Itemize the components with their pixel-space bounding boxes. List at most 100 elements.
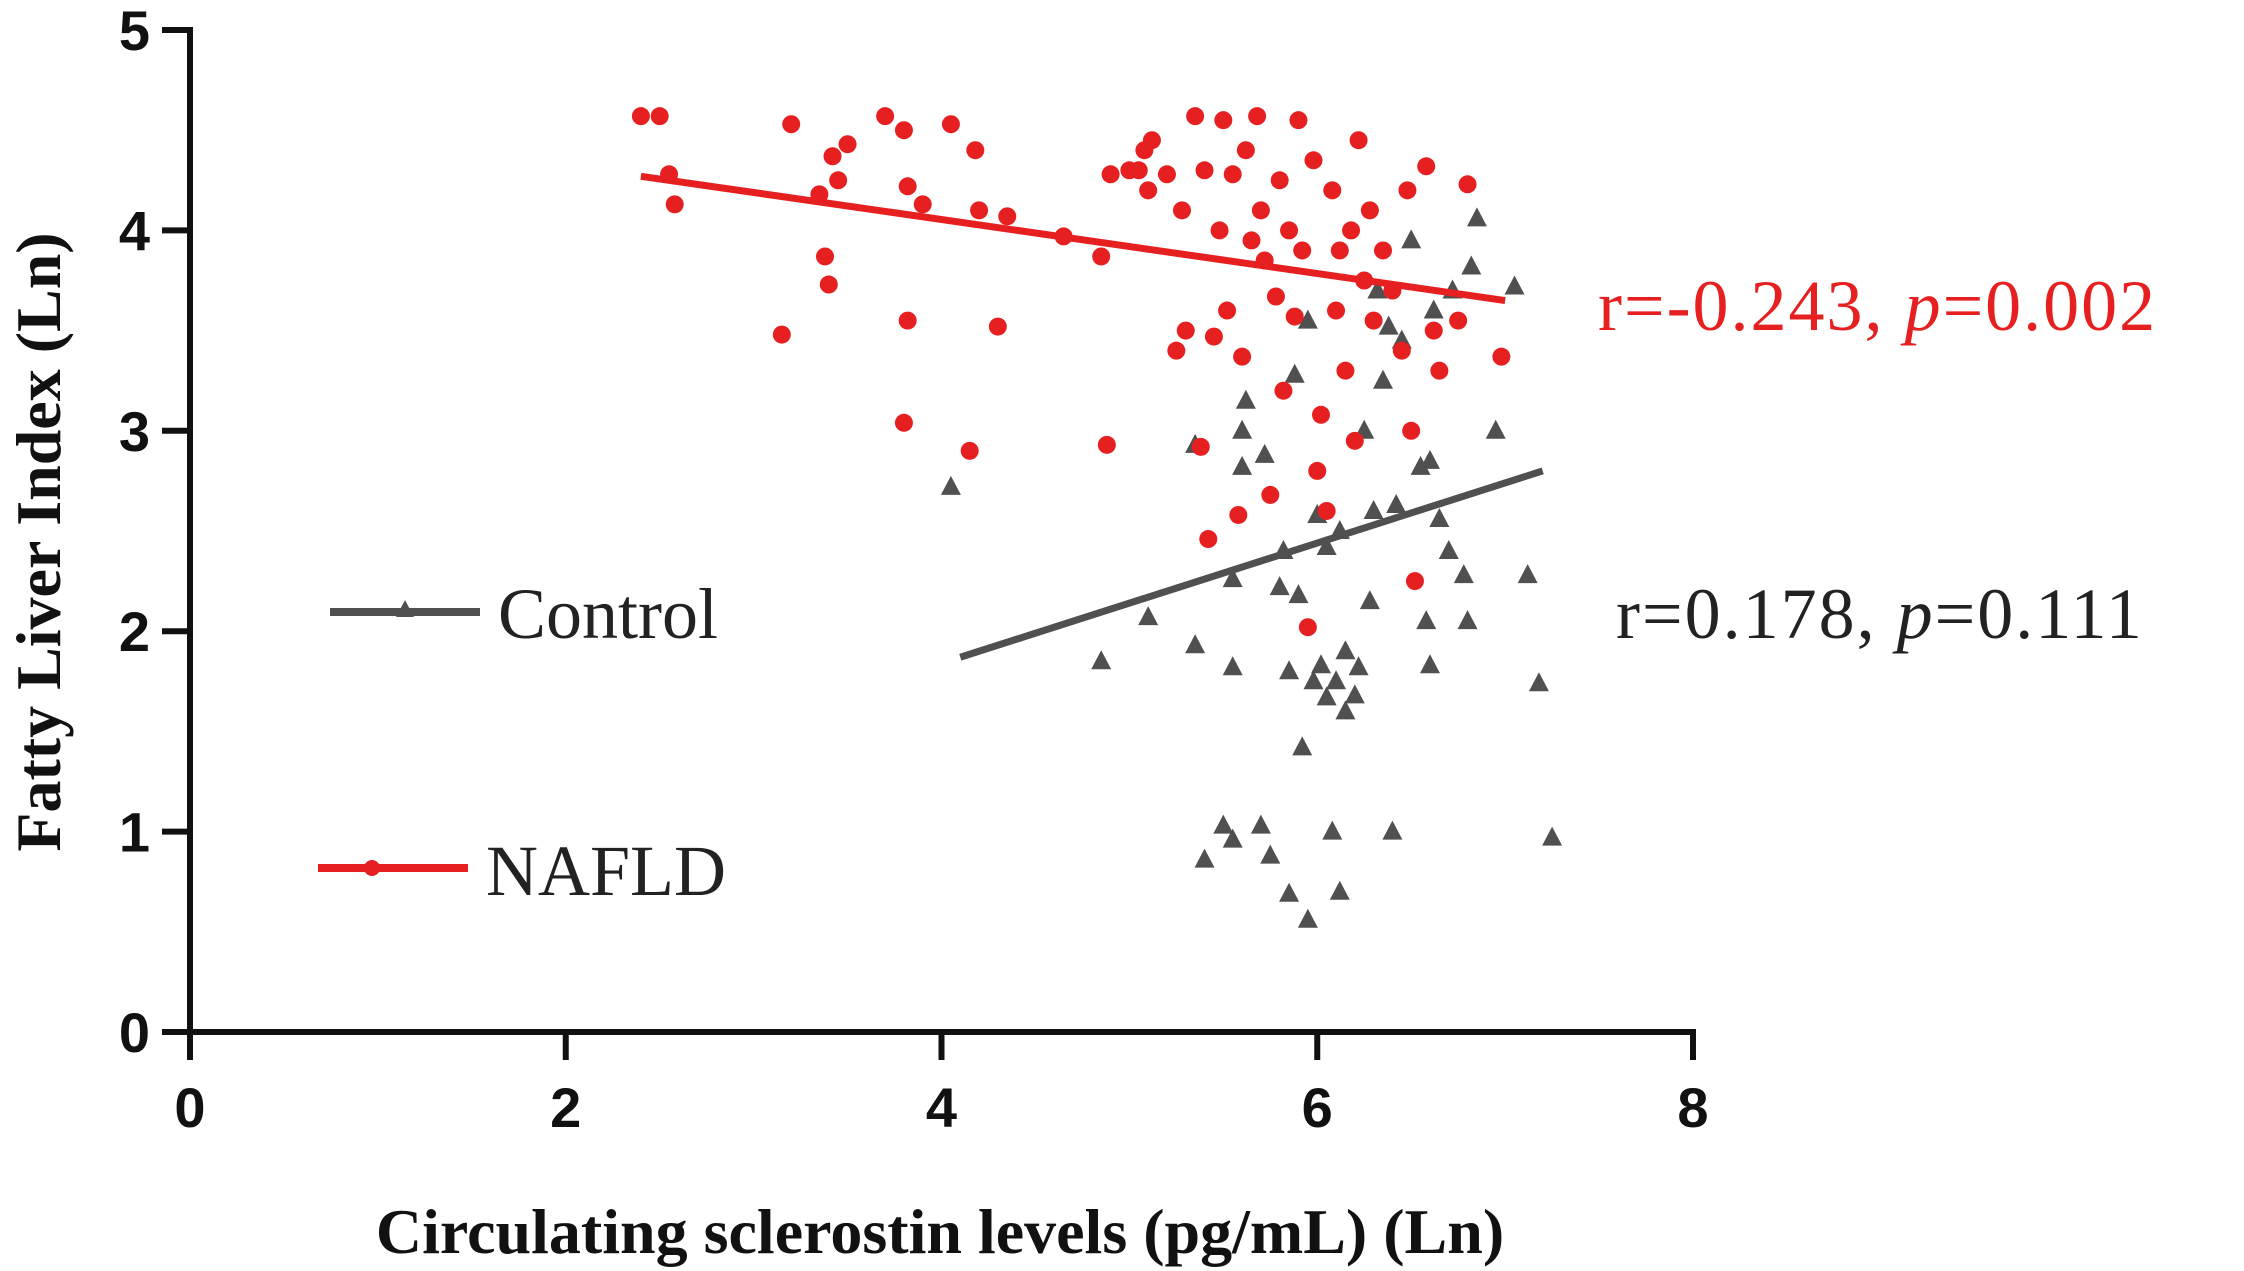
series-nafld (631, 107, 1511, 637)
nafld-point (1449, 311, 1468, 330)
control-point (1504, 275, 1525, 295)
control-point (1453, 564, 1474, 584)
control-point (1213, 814, 1234, 834)
nafld-point (1157, 165, 1176, 184)
control-point (1250, 814, 1271, 834)
nafld-point (816, 247, 835, 266)
nafld-point (998, 207, 1017, 226)
control-point (1367, 279, 1388, 299)
nafld-regression-line (640, 172, 1506, 305)
nafld-point (1374, 241, 1393, 260)
control-point (1232, 419, 1253, 439)
nafld-point (838, 135, 857, 154)
nafld-point (1139, 181, 1158, 200)
nafld-point (782, 115, 801, 134)
control-point (1288, 584, 1309, 604)
control-point (1138, 606, 1159, 626)
nafld-point (876, 107, 895, 126)
nafld-point (898, 311, 917, 330)
control-point (1311, 654, 1332, 674)
nafld-point (1289, 111, 1308, 130)
control-point (1344, 684, 1365, 704)
nafld-point (1293, 241, 1312, 260)
nafld-point (1167, 341, 1186, 360)
nafld-point (1285, 307, 1304, 326)
y-tick-label: 2 (119, 600, 150, 663)
nafld-point (1392, 341, 1411, 360)
control-point (1260, 844, 1281, 864)
nafld-point (1242, 231, 1261, 250)
legend-nafld-label: NAFLD (486, 831, 726, 911)
control-point (1322, 820, 1343, 840)
y-tick-label: 0 (119, 1001, 150, 1064)
nafld-point (894, 121, 913, 140)
nafld-point (1405, 572, 1424, 591)
nafld-point (1317, 501, 1336, 520)
nafld-point (894, 413, 913, 432)
nafld-point (1304, 151, 1323, 170)
nafld-point (960, 441, 979, 460)
nafld-point (1204, 327, 1223, 346)
nafld-point (1210, 221, 1229, 240)
nafld-point (829, 171, 848, 190)
legend-control-label: Control (498, 574, 718, 654)
legend-control-marker (396, 600, 414, 617)
nafld-point (1214, 111, 1233, 130)
control-point (1326, 670, 1347, 690)
nafld-r-value: r=-0.243, (1598, 266, 1905, 346)
control-point (1316, 686, 1337, 706)
y-axis-title: Fatty Liver Index (Ln) (3, 232, 74, 851)
x-tick-label: 6 (1302, 1076, 1333, 1139)
control-point (940, 475, 961, 495)
nafld-point (823, 147, 842, 166)
nafld-point (1424, 321, 1443, 340)
nafld-point (1218, 301, 1237, 320)
control-point (1269, 576, 1290, 596)
control-point (1348, 656, 1369, 676)
nafld-point (1266, 287, 1285, 306)
control-point (1438, 540, 1459, 560)
nafld-point (988, 317, 1007, 336)
control-point (1359, 590, 1380, 610)
nafld-point (650, 107, 669, 126)
nafld-point (1092, 247, 1111, 266)
control-point (1373, 369, 1394, 389)
control-point (1303, 670, 1324, 690)
nafld-point (1176, 321, 1195, 340)
legend-item-nafld: NAFLD (318, 831, 726, 911)
nafld-point (1229, 505, 1248, 524)
nafld-point (1191, 437, 1210, 456)
nafld-point (941, 115, 960, 134)
nafld-point (819, 275, 838, 294)
control-point (1423, 299, 1444, 319)
control-point (1528, 672, 1549, 692)
nafld-point (1129, 161, 1148, 180)
control-point (1457, 610, 1478, 630)
control-point (1284, 363, 1305, 383)
control-point (1185, 634, 1206, 654)
nafld-point (1280, 221, 1299, 240)
nafld-point (1323, 181, 1342, 200)
control-point (1363, 499, 1384, 519)
nafld-point (1364, 311, 1383, 330)
nafld-point (1236, 141, 1255, 160)
control-point (1419, 654, 1440, 674)
series-layer (631, 107, 1563, 928)
control-point (1279, 882, 1300, 902)
control-point (1401, 229, 1422, 249)
nafld-point (1097, 435, 1116, 454)
control-point (1222, 656, 1243, 676)
nafld-point (1101, 165, 1120, 184)
nafld-point (1342, 221, 1361, 240)
control-point (1429, 507, 1450, 527)
nafld-point (966, 141, 985, 160)
control-point (1485, 419, 1506, 439)
nafld-point (1251, 201, 1270, 220)
control-point (1335, 700, 1356, 720)
control-point (1382, 820, 1403, 840)
control-p-value: =0.111 (1935, 574, 2144, 654)
nafld-point (1402, 421, 1421, 440)
axis-ticks: 0 2 4 6 8 0 1 2 3 4 5 (119, 0, 1709, 1139)
control-point (1416, 610, 1437, 630)
